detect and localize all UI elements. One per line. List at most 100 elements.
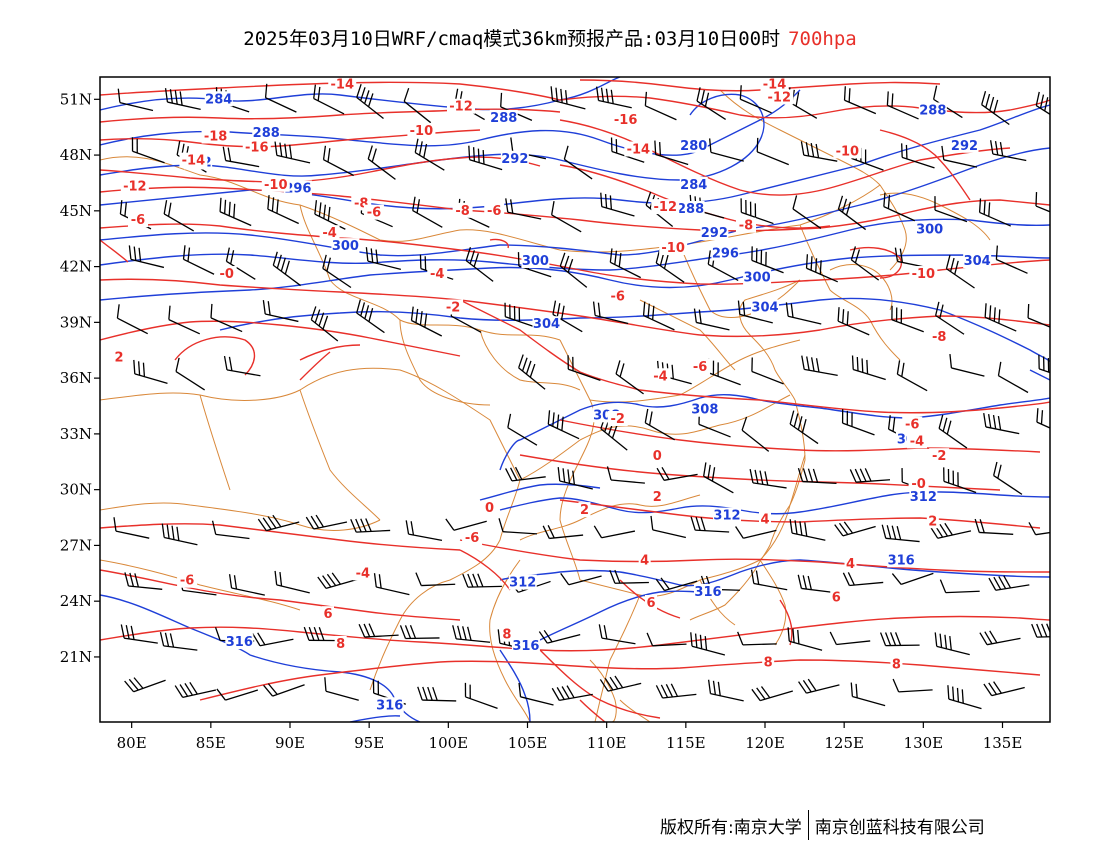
wind-barb (690, 632, 726, 656)
temperature-contour-label-bg (762, 654, 775, 670)
wind-barb (707, 679, 744, 702)
height-contour-label: 316 (376, 698, 403, 713)
wind-barb (798, 678, 840, 694)
wind-barb (464, 682, 498, 709)
temperature-contour-label-bg (483, 500, 496, 516)
wind-barb (399, 625, 440, 640)
temperature-contour-label-bg (242, 139, 271, 155)
wind-barb (563, 145, 593, 180)
wind-barb (842, 572, 884, 587)
temperature-contour-label: -4 (356, 566, 370, 581)
wind-barb (211, 520, 250, 540)
temperature-contour-label-bg (500, 626, 513, 642)
height-contour-label: 288 (490, 111, 517, 126)
temperature-contour-label: -12 (123, 180, 147, 195)
wind-barb (264, 83, 297, 113)
temperature-contour-label: -10 (836, 144, 860, 159)
wind-barb (551, 685, 593, 702)
temperature-contour-label-bg (352, 565, 373, 581)
height-contour-label: 288 (677, 202, 704, 217)
height-contour-label-bg (676, 200, 705, 216)
wind-barb (934, 632, 970, 656)
height-contour-label: 300 (332, 239, 359, 254)
temperature-contour-label: -0 (911, 477, 925, 492)
temperature-contour-label-bg (659, 240, 688, 256)
lat-tick-label: 33N (60, 425, 92, 443)
wind-barb (128, 245, 165, 269)
wind-barb (216, 688, 259, 701)
temperature-contour-label-bg (736, 217, 756, 233)
wind-barb (696, 87, 726, 120)
temperature-contour-label-bg (407, 122, 436, 138)
lat-tick-label: 27N (60, 536, 92, 554)
wind-barb (983, 681, 1025, 697)
wind-barb (703, 462, 734, 494)
wind-barb (1035, 192, 1050, 213)
temperature-contour-label: -10 (661, 241, 685, 256)
height-contour-label-bg (252, 124, 281, 140)
height-contour-label-bg (743, 269, 772, 285)
wind-barb (414, 138, 445, 171)
wind-barb (801, 355, 838, 376)
wind-barb (708, 358, 741, 386)
temperature-contour-label-bg (427, 266, 448, 282)
wind-barb (983, 413, 1020, 435)
temperature-contour-label: -16 (245, 141, 269, 156)
wind-barb (452, 625, 491, 643)
height-contour-label: 288 (253, 126, 280, 141)
wind-barb (737, 300, 773, 324)
lon-tick-label: 105E (508, 734, 548, 752)
wind-barb (751, 357, 784, 385)
lat-tick-label: 48N (60, 146, 92, 164)
lat-tick-label: 21N (60, 648, 92, 666)
wind-barb (609, 569, 649, 584)
wind-barb (175, 357, 205, 391)
temperature-contour-label-bg (690, 358, 711, 374)
wind-barb (356, 83, 384, 120)
wind-barb (850, 682, 886, 707)
temperature-contour-label: 2 (928, 514, 937, 529)
temperature-contour-label-bg (759, 511, 771, 527)
temperature-contour-label: -8 (455, 204, 469, 219)
wind-barb (650, 515, 686, 539)
wind-barb (322, 254, 352, 289)
wind-barb (988, 575, 1030, 591)
wind-barb (225, 247, 256, 280)
temperature-contour-label: 6 (646, 596, 655, 611)
copyright-owner: 版权所有:南京大学 (660, 817, 802, 838)
lon-tick-label: 95E (354, 734, 384, 752)
wind-barb (805, 254, 838, 283)
height-contour-label: 304 (533, 317, 560, 332)
temperature-contours (100, 79, 1050, 722)
wind-barb (504, 302, 538, 329)
latitude-axis: 51N 48N 45N 42N 39N 36N 33N 30N 27N 24N 21N (60, 90, 100, 666)
height-contour-label: 312 (509, 576, 536, 591)
temperature-contour-label-bg (363, 204, 384, 220)
height-contour-label-bg (204, 91, 233, 107)
border-lines (100, 89, 991, 722)
wind-barb (837, 195, 867, 231)
wind-barb (356, 299, 385, 334)
height-contour-label-bg (679, 176, 708, 192)
wind-barb (655, 577, 698, 592)
temperature-contour-label: -4 (910, 434, 924, 449)
height-contour-label: 284 (680, 178, 707, 193)
wind-barb (751, 246, 784, 274)
wind-barb (593, 525, 636, 539)
lon-tick-label: 80E (117, 734, 147, 752)
temperature-contour-label: 8 (502, 628, 511, 643)
wind-barb (797, 574, 836, 594)
wind-barb (600, 192, 635, 217)
wind-barb (322, 145, 354, 177)
height-contour-label-bg (283, 180, 312, 196)
wind-barb (120, 624, 158, 644)
temperature-contour-label-bg (765, 89, 794, 105)
wind-barb (324, 677, 359, 701)
wind-barb (1028, 522, 1050, 536)
wind-barb (228, 574, 265, 596)
wind-barb (560, 572, 602, 586)
wind-barb (219, 197, 252, 227)
wind-barb (462, 573, 502, 588)
wind-barb (350, 518, 391, 533)
temperature-contour-label-bg (908, 476, 929, 492)
